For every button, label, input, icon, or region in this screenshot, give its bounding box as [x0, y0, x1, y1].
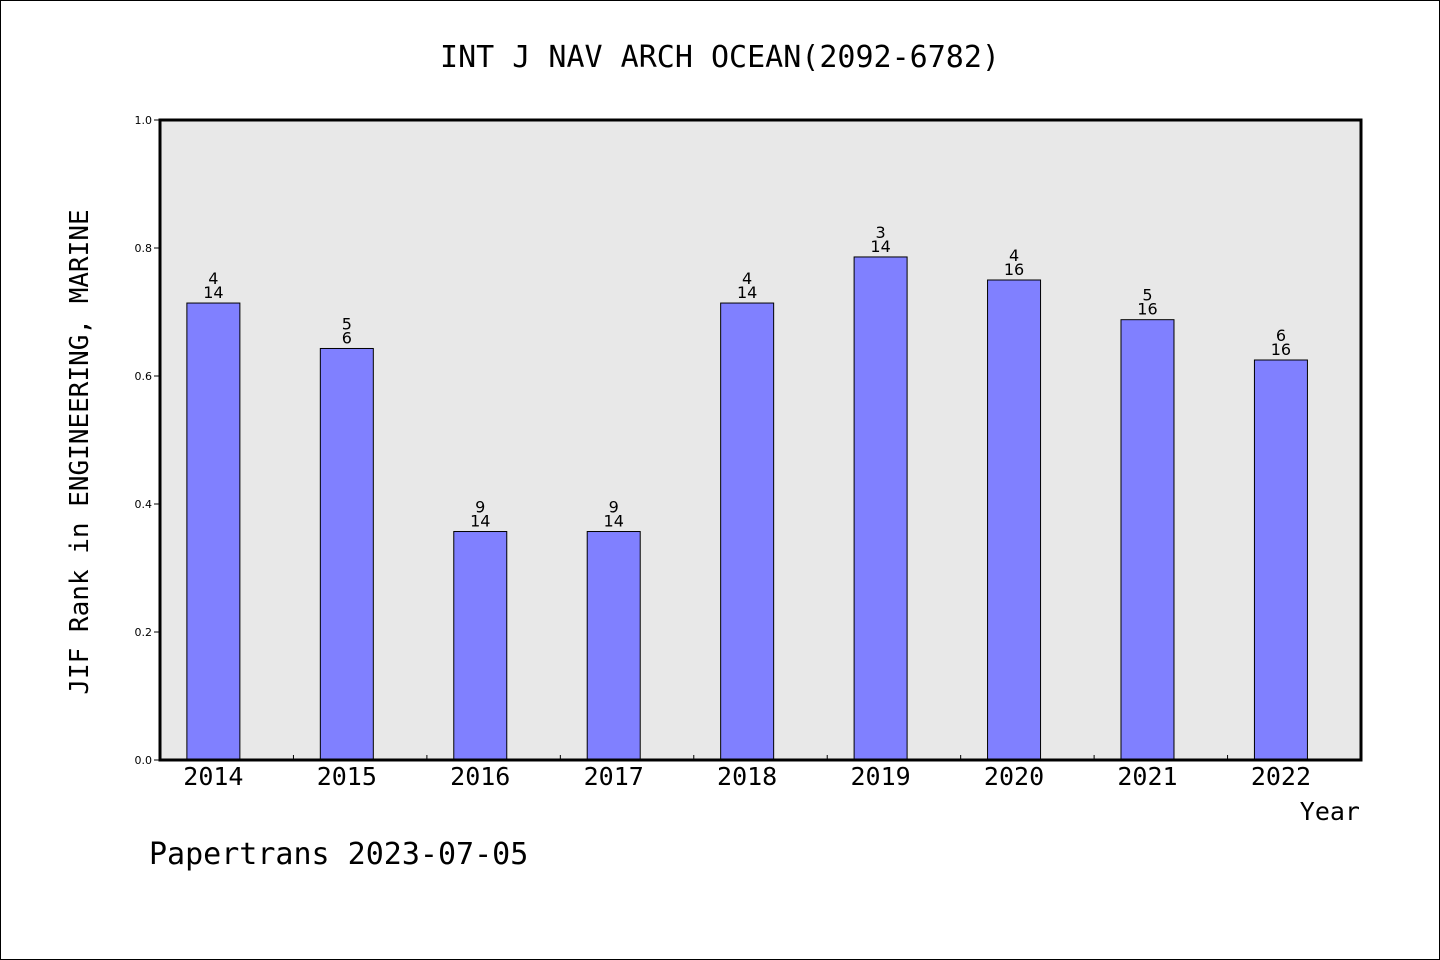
- bar-rank-label: 9: [609, 498, 619, 517]
- bar-total-label: 14: [604, 512, 624, 531]
- bar: [1120, 319, 1175, 761]
- x-axis-ticks: 2014 2015 2016 2017 2018 2019 2020 2021 2022: [183, 755, 1311, 791]
- y-tick-label: 1.0: [135, 114, 153, 127]
- y-tick-label: 0.8: [135, 242, 153, 255]
- bar: [853, 256, 908, 761]
- bar: [987, 279, 1042, 761]
- bar: [1253, 359, 1308, 761]
- bar-rank-label: 5: [1142, 286, 1152, 305]
- bar-total-label: 14: [470, 512, 490, 531]
- bar-total-label: 16: [1004, 260, 1024, 279]
- bar: [586, 531, 641, 761]
- bar: [186, 302, 241, 761]
- chart-title: INT J NAV ARCH OCEAN(2092-6782): [440, 40, 1000, 75]
- x-tick-label: 2014: [183, 762, 243, 791]
- x-tick-label: 2021: [1117, 762, 1177, 791]
- x-tick-label: 2018: [717, 762, 777, 791]
- bar-rank-label: 4: [208, 269, 218, 288]
- x-tick-label: 2017: [584, 762, 644, 791]
- bar: [319, 347, 374, 761]
- plot-border: [158, 118, 1363, 762]
- x-tick-label: 2015: [317, 762, 377, 791]
- bar-rank-label: 3: [876, 223, 886, 242]
- bar-total-label: 16: [1271, 340, 1291, 359]
- x-tick-label: 2019: [850, 762, 910, 791]
- bar-total-label: 14: [870, 237, 890, 256]
- bar-total-label: 16: [1137, 300, 1157, 319]
- bar-rank-label: 6: [1276, 326, 1286, 345]
- bar: [720, 302, 775, 761]
- y-axis-ticks: 0.0 0.2 0.4 0.6 0.8 1.0: [135, 114, 160, 767]
- y-tick-label: 0.0: [135, 754, 153, 767]
- y-tick-label: 0.2: [135, 626, 153, 639]
- footer-text: Papertrans 2023-07-05: [149, 837, 528, 872]
- y-axis-label: JIF Rank in ENGINEERING, MARINE: [65, 209, 95, 694]
- y-tick-label: 0.6: [135, 370, 153, 383]
- bar-rank-label: 5: [342, 314, 352, 333]
- bar: [453, 531, 508, 761]
- bar-rank-label: 4: [742, 269, 752, 288]
- x-axis-label: Year: [1300, 797, 1360, 826]
- bar-rank-label: 4: [1009, 246, 1019, 265]
- bar-total-label: 6: [342, 328, 352, 347]
- x-tick-label: 2022: [1251, 762, 1311, 791]
- x-tick-label: 2016: [450, 762, 510, 791]
- y-tick-label: 0.4: [135, 498, 153, 511]
- x-tick-label: 2020: [984, 762, 1044, 791]
- bar-total-label: 14: [203, 283, 223, 302]
- bar-total-label: 14: [737, 283, 757, 302]
- bar-rank-label: 9: [475, 498, 485, 517]
